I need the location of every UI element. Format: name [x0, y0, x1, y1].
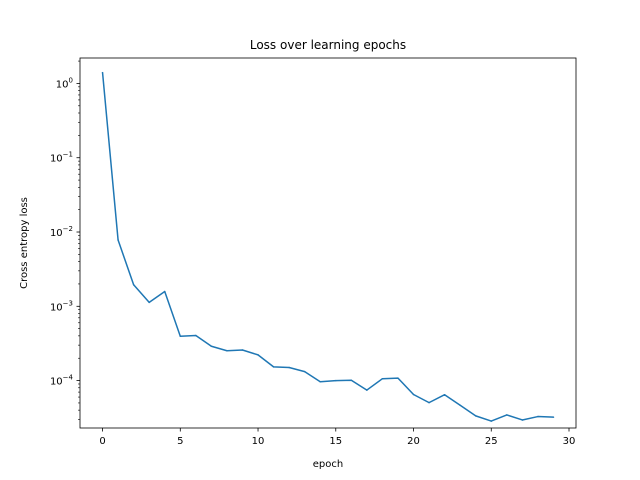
loss-point: [397, 377, 399, 379]
loss-point: [272, 366, 275, 368]
loss-point: [428, 401, 430, 404]
loss-point: [257, 354, 259, 356]
loss-point: [179, 335, 182, 338]
x-tick-label: 20: [407, 436, 420, 447]
loss-point: [366, 389, 368, 391]
plot-frame: [79, 57, 577, 429]
y-tick-label: 10−3: [50, 299, 73, 313]
loss-point: [537, 415, 539, 418]
chart-title: Loss over learning epochs: [250, 38, 406, 52]
y-tick-label: 10−1: [50, 151, 73, 165]
loss-point: [443, 393, 446, 396]
loss-point: [412, 393, 415, 396]
loss-point: [148, 301, 150, 304]
x-tick-label: 15: [329, 436, 342, 447]
loss-point: [552, 416, 555, 418]
loss-point: [506, 414, 508, 416]
loss-point: [210, 345, 213, 347]
x-tick-label: 25: [485, 436, 498, 447]
y-tick-label: 10−2: [50, 225, 73, 239]
y-axis-title: Cross entropy loss: [19, 197, 30, 289]
x-tick-label: 0: [99, 436, 105, 447]
loss-point: [459, 404, 461, 407]
loss-point: [521, 419, 524, 421]
loss-point: [335, 379, 337, 382]
x-tick-label: 5: [177, 436, 183, 447]
y-tick-label: 10−4: [50, 374, 74, 388]
loss-point: [381, 377, 384, 380]
loss-point: [163, 290, 166, 293]
y-tick-label: 100: [56, 76, 73, 90]
y-axis-ticks: 100 10−1 10−2 10−3 10−4: [50, 60, 80, 420]
x-axis-ticks: 0 5 10 15 20 25 30: [99, 428, 575, 447]
loss-point: [319, 380, 321, 383]
x-axis-title: epoch: [313, 459, 343, 470]
x-tick-label: 10: [252, 436, 265, 447]
loss-point: [350, 379, 353, 382]
x-tick-label: 30: [563, 436, 576, 447]
loss-point: [303, 370, 306, 373]
loss-point: [241, 349, 244, 351]
loss-point: [195, 334, 197, 337]
plot-area: [80, 58, 576, 428]
loss-point: [132, 284, 135, 286]
loss-point: [226, 350, 228, 352]
series-layer: [101, 71, 555, 422]
loss-point: [490, 420, 493, 422]
loss-point: [101, 71, 104, 74]
loss-series-line: [101, 72, 554, 422]
loss-point: [288, 366, 290, 369]
loss-point: [117, 239, 119, 241]
loss-point: [474, 415, 477, 417]
